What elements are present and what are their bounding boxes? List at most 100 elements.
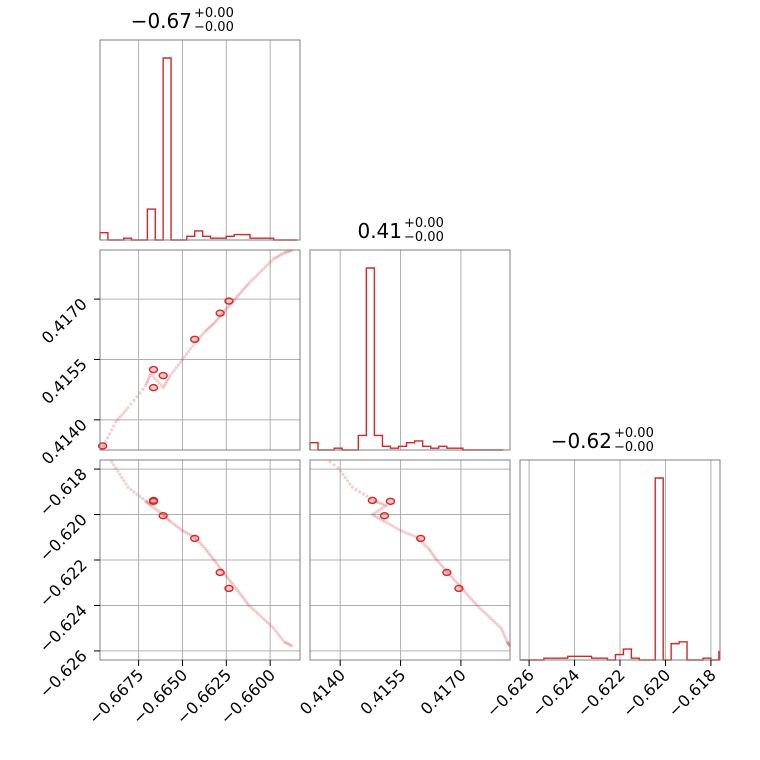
- sample-point: [167, 518, 171, 522]
- sample-point: [178, 527, 183, 531]
- sample-point: [132, 490, 136, 494]
- sample-point: [224, 308, 228, 312]
- sample-point: [465, 592, 469, 596]
- histogram-bars: [309, 267, 504, 451]
- sample-point: [285, 250, 289, 254]
- sample-point: [272, 257, 276, 261]
- y-tick-label: 0.4155: [38, 355, 91, 408]
- sample-point: [253, 275, 257, 279]
- sample-point: [172, 522, 176, 526]
- sample-point: [238, 291, 242, 295]
- sample-point: [186, 532, 191, 536]
- sample-point: [213, 560, 218, 564]
- sample-point: [151, 374, 155, 378]
- sample-point: [227, 577, 231, 581]
- panel-title-upper: +0.00: [194, 6, 234, 21]
- sample-point: [206, 327, 210, 331]
- x-tick-label: −0.624: [528, 665, 583, 720]
- x-tick-label: −0.618: [664, 665, 719, 720]
- y-tick-label: 0.4170: [38, 294, 91, 347]
- histogram-panel-0: −0.67 +0.00−0.00: [99, 6, 301, 241]
- sample-point: [372, 514, 376, 518]
- sample-point: [129, 402, 133, 406]
- sample-point: [265, 620, 270, 625]
- sample-point: [186, 349, 191, 354]
- sample-point: [279, 253, 283, 257]
- sample-point: [267, 622, 272, 626]
- sample-point: [328, 460, 332, 464]
- sample-point: [126, 485, 130, 489]
- density-contour: [442, 568, 452, 577]
- sample-point: [255, 273, 259, 277]
- sample-point: [129, 487, 133, 492]
- sample-point: [147, 375, 151, 380]
- sample-point: [206, 550, 210, 555]
- sample-point: [126, 406, 130, 410]
- sample-point: [110, 460, 114, 464]
- sample-point: [382, 519, 387, 523]
- y-tick-label: −0.620: [36, 510, 91, 565]
- sample-point: [500, 628, 504, 633]
- sample-point: [487, 615, 491, 619]
- sample-point: [332, 463, 336, 467]
- panel-title-value: −0.67: [131, 9, 192, 33]
- histogram-panel-2: −0.62 +0.00−0.00: [519, 426, 721, 661]
- sample-point: [382, 505, 386, 509]
- sample-point: [198, 335, 202, 339]
- sample-point: [116, 417, 120, 422]
- sample-point: [502, 633, 506, 637]
- sample-point: [224, 573, 228, 577]
- sample-point: [165, 379, 169, 384]
- sample-point: [155, 378, 159, 383]
- panel-title-lower: −0.00: [404, 230, 444, 245]
- sample-point: [255, 611, 259, 615]
- sample-point: [237, 293, 241, 297]
- sample-point: [235, 294, 240, 299]
- sample-point: [380, 506, 384, 511]
- sample-point: [135, 395, 139, 399]
- sample-point: [141, 497, 145, 501]
- x-tick-label: 0.4140: [296, 665, 349, 718]
- y-tick-label: 0.4140: [38, 415, 91, 468]
- sample-point: [180, 528, 185, 533]
- sample-point: [155, 508, 159, 512]
- sample-point: [425, 545, 429, 549]
- sample-point: [506, 642, 511, 646]
- sample-point: [288, 643, 292, 647]
- density-contour: [367, 496, 378, 505]
- sample-point: [282, 251, 286, 255]
- sample-point: [409, 533, 413, 537]
- sample-point: [247, 603, 251, 608]
- sample-point: [198, 541, 202, 545]
- sample-point: [114, 466, 118, 470]
- sample-point: [238, 592, 242, 596]
- sample-point: [172, 368, 176, 372]
- sample-point: [122, 479, 126, 483]
- sample-point: [401, 529, 405, 534]
- sample-point: [209, 554, 213, 558]
- sample-point: [263, 265, 268, 269]
- sample-point: [257, 613, 261, 617]
- sample-point: [101, 444, 106, 448]
- sample-point: [336, 466, 340, 470]
- sample-point: [284, 250, 288, 254]
- density-contour: [215, 309, 225, 317]
- sample-point: [112, 463, 116, 467]
- sample-point: [189, 347, 193, 351]
- histogram-panel-1: 0.41 +0.00−0.00: [309, 216, 511, 451]
- x-tick-label: 0.4170: [417, 665, 470, 718]
- sample-point: [261, 267, 266, 271]
- panel-title-lower: −0.00: [614, 440, 654, 455]
- sample-point: [390, 524, 395, 528]
- sample-point: [135, 492, 139, 496]
- sample-point: [273, 256, 278, 260]
- sample-point: [228, 579, 232, 583]
- histogram-bars: [520, 477, 720, 661]
- sample-point: [216, 564, 221, 568]
- sample-point: [279, 635, 283, 639]
- sample-point: [455, 581, 459, 585]
- sample-point: [182, 355, 187, 359]
- sample-point: [132, 398, 136, 402]
- sample-point: [114, 420, 118, 424]
- sample-point: [485, 613, 489, 617]
